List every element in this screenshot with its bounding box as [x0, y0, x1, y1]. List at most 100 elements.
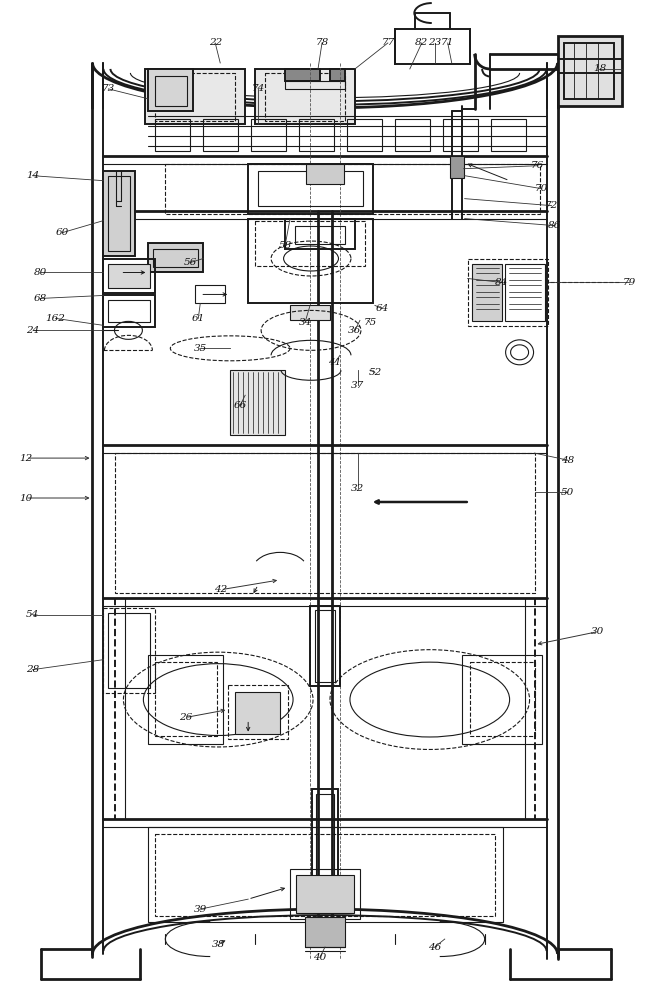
Bar	[290, 869, 360, 919]
Text: 10: 10	[19, 494, 32, 503]
Text: 34: 34	[298, 318, 311, 327]
Text: 58: 58	[278, 241, 292, 250]
Bar	[109, 176, 131, 251]
Text: 71: 71	[441, 38, 454, 47]
Text: 70: 70	[535, 184, 548, 193]
Text: 80: 80	[34, 268, 47, 277]
Text: 54: 54	[26, 610, 39, 619]
Bar	[472, 264, 502, 321]
Bar	[564, 43, 614, 99]
Text: 42: 42	[214, 585, 227, 594]
Bar	[312, 789, 338, 909]
Text: 24: 24	[26, 326, 39, 335]
Bar	[285, 69, 320, 81]
Bar	[255, 69, 355, 124]
Text: 78: 78	[315, 38, 329, 47]
Bar	[295, 226, 345, 244]
Text: 36: 36	[348, 326, 361, 335]
Bar	[443, 119, 478, 151]
Text: 86: 86	[548, 221, 561, 230]
Text: 39: 39	[194, 905, 207, 914]
Bar	[450, 156, 463, 178]
Text: 40: 40	[313, 953, 327, 962]
Text: 162: 162	[46, 314, 66, 323]
Text: 48: 48	[561, 456, 574, 465]
Bar	[235, 692, 280, 734]
Text: 74: 74	[252, 84, 265, 93]
Bar	[285, 81, 345, 89]
Text: 46: 46	[428, 943, 441, 952]
Bar	[153, 249, 198, 266]
Bar	[347, 119, 382, 151]
Bar	[103, 608, 155, 693]
Bar	[103, 259, 155, 293]
Bar	[109, 613, 150, 688]
Bar	[148, 69, 193, 111]
Text: 22: 22	[209, 38, 222, 47]
Bar	[306, 164, 344, 184]
Bar	[248, 164, 373, 214]
Bar	[310, 606, 340, 686]
Bar	[491, 119, 526, 151]
Text: 28: 28	[26, 665, 39, 674]
Text: 37: 37	[351, 381, 365, 390]
Bar	[165, 164, 540, 214]
Text: 72: 72	[545, 201, 558, 210]
Text: 32: 32	[351, 484, 365, 493]
Bar	[299, 119, 334, 151]
Bar	[155, 834, 495, 916]
Bar	[504, 264, 545, 321]
Bar	[148, 655, 223, 744]
Bar	[116, 453, 534, 593]
Bar	[230, 370, 285, 435]
Text: 14: 14	[26, 171, 39, 180]
Bar	[558, 36, 622, 106]
Bar	[296, 875, 354, 913]
Text: 79: 79	[623, 278, 636, 287]
Bar	[155, 73, 235, 121]
Text: 50: 50	[561, 488, 574, 497]
Bar	[251, 119, 286, 151]
Bar	[470, 662, 534, 736]
Text: 26: 26	[179, 713, 192, 722]
Bar	[395, 119, 430, 151]
Text: 84: 84	[495, 278, 508, 287]
Bar	[316, 794, 334, 906]
Text: 56: 56	[184, 258, 197, 267]
Text: 60: 60	[56, 228, 69, 237]
Text: 18: 18	[593, 64, 606, 73]
Text: 61: 61	[192, 314, 205, 323]
Text: 76: 76	[531, 161, 544, 170]
Bar	[148, 243, 203, 272]
Bar	[146, 69, 245, 124]
Text: 75: 75	[363, 318, 376, 327]
Bar	[109, 264, 150, 288]
Bar	[248, 219, 373, 303]
Bar	[258, 171, 363, 206]
Text: 30: 30	[591, 627, 604, 636]
Bar	[103, 171, 135, 256]
Bar	[265, 73, 345, 121]
Bar	[155, 76, 187, 106]
Bar	[228, 685, 288, 739]
Text: 23: 23	[428, 38, 441, 47]
Bar	[109, 300, 150, 322]
Text: 68: 68	[34, 294, 47, 303]
Bar	[203, 119, 238, 151]
Bar	[148, 827, 502, 922]
Text: 77: 77	[382, 38, 395, 47]
Bar	[103, 295, 155, 327]
Bar	[195, 285, 225, 303]
Bar	[330, 69, 345, 81]
Text: 41: 41	[328, 358, 342, 367]
Bar	[395, 29, 470, 64]
Text: 38: 38	[212, 940, 225, 949]
Text: 12: 12	[19, 454, 32, 463]
Bar	[255, 221, 365, 266]
Text: 64: 64	[375, 304, 389, 313]
Bar	[462, 655, 541, 744]
Bar	[290, 305, 330, 320]
Bar	[305, 917, 345, 947]
Text: 82: 82	[415, 38, 428, 47]
Bar	[155, 662, 217, 736]
